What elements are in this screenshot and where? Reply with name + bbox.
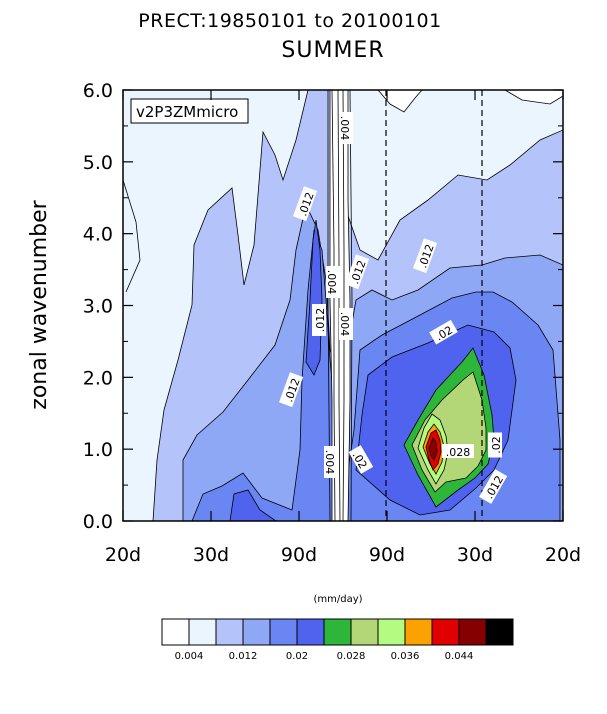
chart-subtitle: SUMMER [281, 38, 384, 63]
contour-label: .02 [488, 432, 503, 458]
x-tick-label: 90d [281, 544, 317, 566]
contour-fill-band [229, 489, 277, 521]
contour-fill-band [329, 90, 351, 521]
run-label: v2P3ZMmicro [136, 103, 238, 121]
colorbar-swatch [377, 618, 406, 646]
y-tick-label: 5.0 [83, 152, 113, 174]
colorbar-label: 0.028 [337, 651, 366, 662]
y-tick-label: 1.0 [83, 439, 113, 461]
x-tick-label: 90d [369, 544, 405, 566]
colorbar-swatch [242, 618, 271, 646]
colorbar-swatch [458, 618, 487, 646]
colorbar-label: 0.036 [391, 651, 420, 662]
colorbar-swatch [296, 618, 325, 646]
y-tick-label: 0.0 [83, 511, 113, 533]
contour-label-background [293, 186, 318, 222]
x-tick-label: 30d [193, 544, 229, 566]
colorbar-swatch [215, 618, 244, 646]
contour-line [123, 179, 141, 293]
contour-fill-band [504, 90, 563, 105]
contour-label-text: .028 [446, 446, 471, 459]
chart-title: PRECT:19850101 to 20100101 [138, 10, 441, 32]
contour-label-text: .004 [323, 450, 336, 475]
contour-label-background [339, 308, 353, 340]
y-axis: 0.0 1.0 2.0 3.0 4.0 5.0 6.0 [83, 80, 563, 533]
contour-label-text: .02 [490, 436, 503, 454]
contour-label-background [348, 445, 374, 474]
colorbar-swatch [350, 618, 379, 646]
contour-line [349, 90, 353, 521]
contour-label-text: .012 [314, 308, 327, 333]
y-tick-label: 6.0 [83, 80, 113, 102]
contour-label: .012 [312, 304, 327, 336]
contour-fill-band [377, 90, 423, 113]
contour-fill-band [428, 437, 438, 461]
run-label-box [130, 98, 249, 124]
contour-label: .004 [325, 266, 340, 298]
x-tick-label: 20d [105, 544, 141, 566]
colorbar-swatch [161, 618, 190, 646]
colorbar-label: 0.012 [229, 651, 258, 662]
contour-label-background [326, 266, 340, 298]
contour-label: .004 [338, 308, 353, 340]
colorbar-swatch [431, 618, 460, 646]
contour-fill-band [305, 219, 323, 376]
y-tick-label: 2.0 [83, 367, 113, 389]
colorbar-swatch [269, 618, 298, 646]
x-tick-label: 30d [457, 544, 493, 566]
contour-label-text: .004 [325, 270, 338, 295]
colorbar-swatch [323, 618, 352, 646]
contour-label-background [442, 444, 474, 458]
contour-label-background [339, 112, 353, 144]
units-label: (mm/day) [313, 594, 362, 605]
contour-label-background [479, 469, 508, 504]
plot-area: v2P3ZMmicro [122, 89, 564, 522]
contour-label-background [345, 254, 370, 290]
contour-label-background [324, 446, 338, 478]
colorbar-swatch [188, 618, 217, 646]
colorbar-swatch [404, 618, 433, 646]
y-axis-label: zonal wavenumber [27, 199, 52, 409]
contour-label-text: .004 [338, 116, 351, 141]
y-tick-label: 3.0 [83, 296, 113, 318]
contour-label-background [488, 432, 502, 458]
contour-label-background [429, 319, 458, 345]
contour-label-background [279, 372, 304, 408]
contour-label-text: .004 [338, 312, 351, 337]
contour-label-background [312, 304, 326, 336]
colorbar-label: 0.02 [286, 651, 308, 662]
contour-label: .004 [323, 446, 338, 478]
y-tick-label: 4.0 [83, 224, 113, 246]
x-tick-label: 20d [545, 544, 581, 566]
colorbar-swatch [485, 618, 514, 646]
contour-label-background [413, 238, 438, 274]
colorbar-label: 0.044 [445, 651, 474, 662]
colorbar-label: 0.004 [175, 651, 204, 662]
contour-label: .004 [338, 112, 353, 144]
contour-label: .028 [442, 444, 474, 459]
colorbar: 0.004 0.012 0.02 0.028 0.036 0.044 [161, 618, 514, 662]
x-axis: 20d 30d 90d 90d 30d 20d [105, 90, 581, 566]
